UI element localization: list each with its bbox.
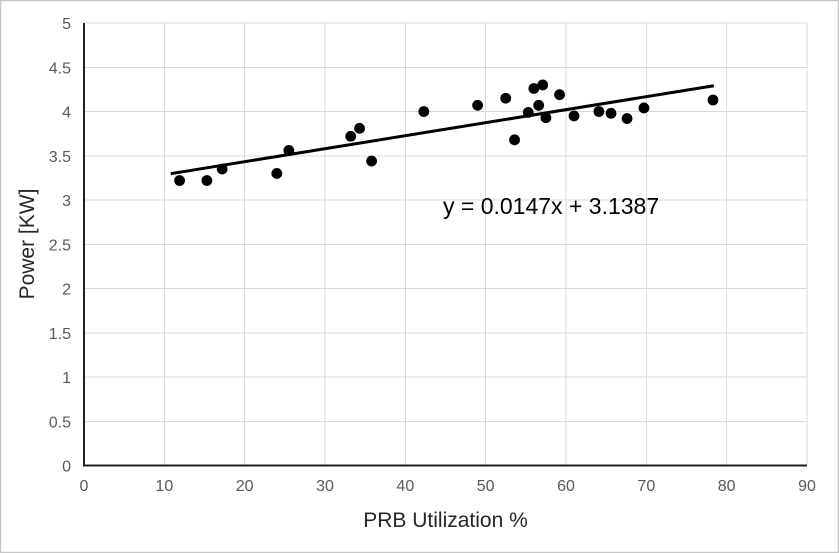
- y-axis-title: Power [KW]: [16, 188, 39, 300]
- x-tick-label: 50: [477, 478, 495, 495]
- data-point: [540, 112, 552, 124]
- x-tick-label: 20: [236, 478, 254, 495]
- data-point: [509, 134, 520, 146]
- data-point: [354, 122, 365, 134]
- x-tick-label: 40: [396, 478, 414, 495]
- data-point: [271, 168, 283, 179]
- x-tick-label: 30: [316, 478, 334, 495]
- y-tick-label: 0.5: [49, 414, 71, 431]
- trend-line: [170, 84, 715, 176]
- y-tick-label: 1: [62, 370, 71, 387]
- y-tick-label: 0: [62, 459, 71, 476]
- x-tick-label: 10: [155, 478, 173, 495]
- x-axis-title: PRB Utilization %: [363, 509, 528, 532]
- data-point: [707, 94, 719, 106]
- data-point: [283, 145, 295, 156]
- data-point: [621, 113, 633, 124]
- y-tick-label: 5: [62, 16, 71, 33]
- x-tick-label: 70: [637, 478, 655, 495]
- y-tick-label: 3: [62, 193, 71, 210]
- data-point: [472, 99, 484, 111]
- data-point: [201, 175, 213, 186]
- data-point: [537, 79, 549, 91]
- data-point: [568, 110, 580, 122]
- x-tick-label: 60: [557, 478, 575, 495]
- trendline-equation: y = 0.0147x + 3.1387: [443, 193, 660, 219]
- data-point: [638, 102, 650, 114]
- data-point: [528, 83, 540, 94]
- data-point: [533, 99, 545, 111]
- data-point: [593, 106, 605, 117]
- x-tick-label: 80: [718, 478, 736, 495]
- y-tick-label: 3.5: [49, 149, 71, 166]
- x-tick-label: 0: [80, 478, 89, 495]
- y-tick-label: 4.5: [49, 60, 71, 77]
- data-point: [522, 106, 534, 118]
- data-point: [500, 92, 512, 104]
- data-point: [345, 130, 357, 142]
- data-point: [554, 89, 565, 101]
- y-tick-label: 1.5: [49, 326, 71, 343]
- x-tick-label: 90: [798, 478, 816, 495]
- data-point: [366, 155, 377, 167]
- data-point: [605, 107, 617, 119]
- y-tick-label: 2.5: [49, 237, 71, 254]
- data-point: [174, 175, 185, 186]
- y-tick-label: 2: [62, 282, 71, 299]
- data-point: [216, 163, 228, 175]
- data-point: [418, 106, 430, 117]
- y-tick-label: 4: [62, 105, 71, 122]
